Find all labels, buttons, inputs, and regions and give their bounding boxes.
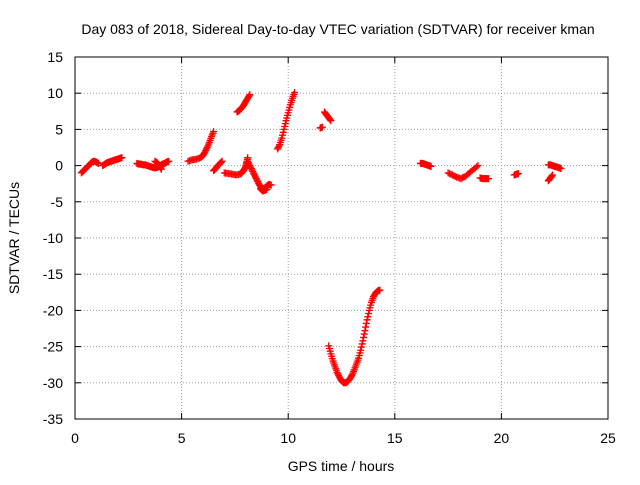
data-point: [474, 162, 482, 170]
x-axis-label: GPS time / hours: [288, 458, 395, 474]
data-point: [360, 333, 368, 341]
data-point: [157, 165, 165, 173]
data-point: [485, 175, 493, 183]
data-point: [291, 88, 299, 96]
data-point: [217, 159, 225, 167]
data-point: [217, 158, 225, 166]
y-tick-label: 0: [55, 158, 63, 174]
data-point: [360, 330, 368, 338]
data-point: [94, 159, 102, 167]
chart-title: Day 083 of 2018, Sidereal Day-to-day VTE…: [81, 21, 594, 37]
data-point: [357, 343, 365, 351]
data-point: [358, 340, 366, 348]
data-point: [218, 157, 226, 165]
data-point: [361, 327, 369, 335]
x-tick-label: 5: [178, 430, 186, 446]
data-point: [363, 316, 371, 324]
data-point: [245, 92, 253, 100]
data-point: [549, 171, 557, 179]
data-point: [473, 163, 481, 171]
data-point: [246, 91, 254, 99]
grid: [75, 57, 608, 419]
data-points: [77, 88, 565, 387]
y-axis-label: SDTVAR / TECUs: [6, 182, 22, 294]
axis-ticks: 0 5 10 15 20 25 15 10 5 0 -5 -10 -15 -20 -25 -30 -35: [43, 49, 616, 446]
data-point: [376, 286, 384, 294]
data-point: [364, 313, 372, 321]
data-point: [210, 128, 218, 136]
x-tick-label: 15: [387, 430, 403, 446]
data-point: [157, 164, 165, 172]
y-tick-label: 5: [55, 121, 63, 137]
data-point: [362, 323, 370, 331]
y-tick-label: 15: [47, 49, 63, 65]
data-point: [514, 170, 522, 178]
y-tick-label: -15: [43, 266, 63, 282]
data-point: [362, 319, 370, 327]
data-point: [326, 116, 334, 124]
x-tick-label: 0: [71, 430, 79, 446]
data-point: [427, 162, 435, 170]
data-point: [357, 346, 365, 354]
data-point: [263, 185, 271, 193]
data-point: [548, 172, 556, 180]
data-point: [165, 157, 173, 165]
data-point: [202, 145, 210, 153]
x-tick-label: 25: [600, 430, 616, 446]
y-tick-label: -10: [43, 230, 63, 246]
x-tick-label: 10: [280, 430, 296, 446]
data-point: [327, 117, 335, 125]
x-tick-label: 20: [494, 430, 510, 446]
data-point: [557, 164, 565, 172]
y-tick-label: -5: [51, 194, 64, 210]
data-point: [267, 181, 275, 189]
y-tick-label: -20: [43, 302, 63, 318]
data-point: [275, 142, 283, 150]
y-tick-label: -25: [43, 339, 63, 355]
data-point: [359, 337, 367, 345]
data-point: [118, 154, 126, 162]
y-tick-label: -35: [43, 411, 63, 427]
y-tick-label: 10: [47, 85, 63, 101]
data-point: [365, 310, 373, 318]
data-point: [318, 123, 326, 131]
y-tick-label: -30: [43, 375, 63, 391]
